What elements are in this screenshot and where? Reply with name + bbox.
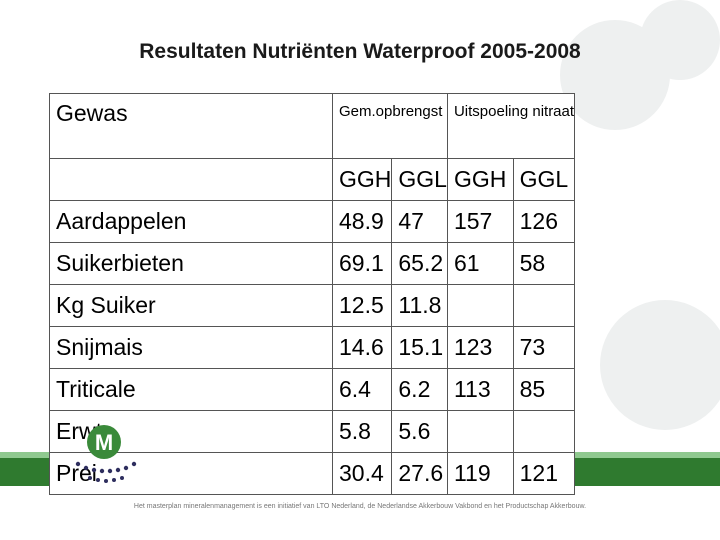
nitrate-ggl-cell: 73 <box>512 326 576 369</box>
nitrate-ggl-cell: 126 <box>512 200 576 243</box>
masterplan-logo: M <box>75 425 137 483</box>
bg-bubble <box>600 300 720 430</box>
subheader-cell: GGH <box>331 158 393 201</box>
yield-ggh-cell: 6.4 <box>331 368 393 411</box>
table-row: Suikerbieten 69.1 65.2 61 58 <box>49 242 576 285</box>
bg-bubble <box>640 0 720 80</box>
nitrate-ggl-cell <box>512 410 576 453</box>
nitrate-ggl-cell: 85 <box>512 368 576 411</box>
yield-ggh-cell: 12.5 <box>331 284 393 327</box>
nitrate-ggl-cell: 121 <box>512 452 576 495</box>
table-row: Snijmais 14.6 15.1 123 73 <box>49 326 576 369</box>
yield-ggh-cell: 30.4 <box>331 452 393 495</box>
crop-cell: Triticale <box>49 368 333 411</box>
subheader-cell: GGL <box>391 158 448 201</box>
yield-ggh-cell: 5.8 <box>331 410 393 453</box>
crop-cell: Suikerbieten <box>49 242 333 285</box>
yield-ggl-cell: 5.6 <box>391 410 448 453</box>
nitrate-ggh-cell: 113 <box>446 368 514 411</box>
nitrate-ggh-cell <box>446 284 514 327</box>
yield-ggl-cell: 47 <box>391 200 448 243</box>
table-row: Prei 30.4 27.6 119 121 <box>49 452 576 495</box>
logo-letter: M <box>95 430 113 455</box>
yield-ggl-cell: 27.6 <box>391 452 448 495</box>
table-header-row: Gewas Gem.opbrengst Uitspoeling nitraat <box>49 93 576 159</box>
subheader-cell: GGH <box>446 158 514 201</box>
yield-ggl-cell: 15.1 <box>391 326 448 369</box>
yield-ggl-cell: 6.2 <box>391 368 448 411</box>
header-crop: Gewas <box>49 93 333 159</box>
nitrate-ggh-cell: 61 <box>446 242 514 285</box>
subheader-empty <box>49 158 333 201</box>
crop-cell: Kg Suiker <box>49 284 333 327</box>
header-yield: Gem.opbrengst <box>332 93 448 159</box>
crop-cell: Aardappelen <box>49 200 333 243</box>
crop-cell: Snijmais <box>49 326 333 369</box>
subheader-cell: GGL <box>512 158 576 201</box>
nitrate-ggl-cell <box>512 284 576 327</box>
header-leaching: Uitspoeling nitraat <box>446 93 576 159</box>
footer-text: Het masterplan mineralenmanagement is ee… <box>133 503 587 510</box>
nitrate-ggl-cell: 58 <box>512 242 576 285</box>
nitrate-ggh-cell <box>446 410 514 453</box>
table-row: Triticale 6.4 6.2 113 85 <box>49 368 576 411</box>
yield-ggh-cell: 69.1 <box>331 242 393 285</box>
crop-cell: Prei <box>49 452 333 495</box>
logo-circle <box>87 425 121 459</box>
yield-ggl-cell: 11.8 <box>391 284 448 327</box>
nitrate-ggh-cell: 123 <box>446 326 514 369</box>
yield-ggh-cell: 14.6 <box>331 326 393 369</box>
footer-panel <box>0 486 720 540</box>
nitrate-ggh-cell: 119 <box>446 452 514 495</box>
yield-ggl-cell: 65.2 <box>391 242 448 285</box>
table-row: Aardappelen 48.9 47 157 126 <box>49 200 576 243</box>
table-row: Kg Suiker 12.5 11.8 <box>49 284 576 327</box>
table-subheader-row: GGH GGL GGH GGL <box>49 158 576 201</box>
slide-title: Resultaten Nutriënten Waterproof 2005-20… <box>139 40 581 63</box>
yield-ggh-cell: 48.9 <box>331 200 393 243</box>
nitrate-ggh-cell: 157 <box>446 200 514 243</box>
logo-dots <box>75 461 137 483</box>
